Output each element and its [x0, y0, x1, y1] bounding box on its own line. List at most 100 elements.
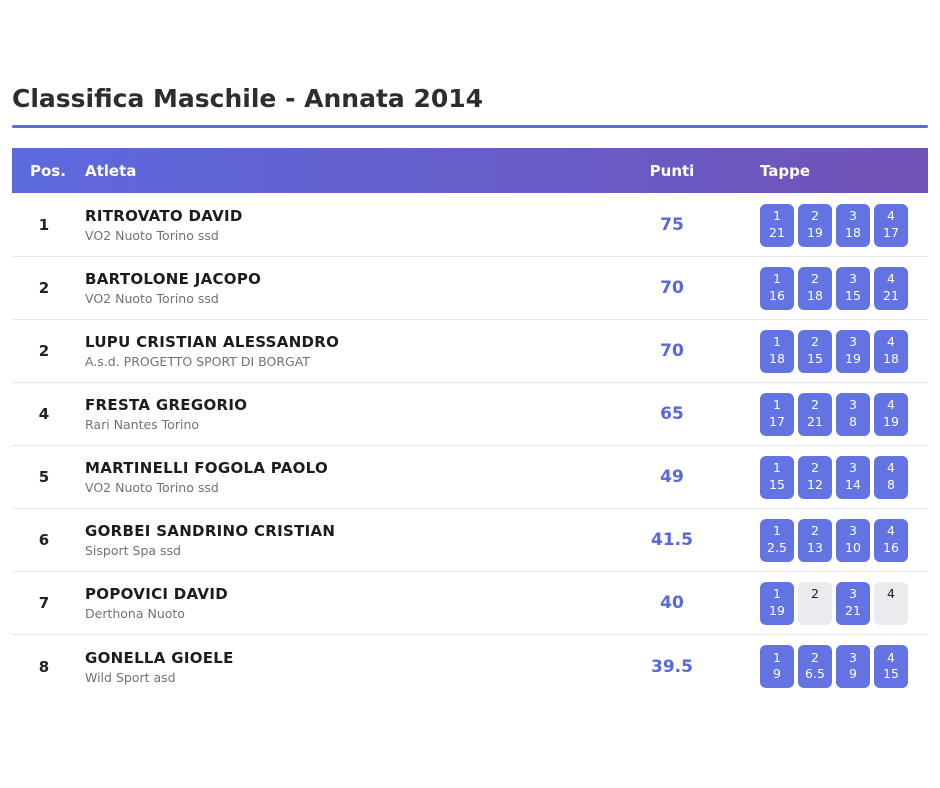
points-value: 75 [660, 215, 684, 235]
stage-points: 9 [773, 666, 781, 682]
athlete-name: GONELLA GIOELE [85, 648, 234, 667]
table-row: 6 GORBEI SANDRINO CRISTIAN Sisport Spa s… [12, 509, 928, 572]
column-header-atleta: Atleta [85, 161, 137, 180]
position-value: 4 [38, 405, 50, 423]
points-value: 40 [660, 593, 684, 613]
stage-badge: 1 18 [760, 329, 794, 373]
stage-badge: 4 [874, 581, 908, 625]
stage-badge: 4 15 [874, 645, 908, 688]
stages-cell: 1 18 2 15 3 19 4 18 [732, 329, 928, 373]
points-value: 41.5 [651, 530, 693, 550]
athlete-name: GORBEI SANDRINO CRISTIAN [85, 522, 336, 540]
athlete-cell: GONELLA GIOELE Wild Sport asd [76, 649, 612, 685]
points-value: 65 [660, 404, 684, 424]
stage-badge: 3 15 [836, 266, 870, 310]
stage-points: 15 [807, 350, 823, 366]
stage-points: 18 [883, 350, 899, 366]
athlete-club: VO2 Nuoto Torino ssd [85, 291, 219, 306]
stage-badge: 1 19 [760, 581, 794, 625]
position-value: 5 [38, 468, 50, 486]
stage-number: 4 [887, 586, 895, 602]
stage-points: 21 [807, 413, 823, 429]
stage-points: 18 [845, 224, 861, 240]
athlete-name: FRESTA GREGORIO [85, 396, 248, 414]
stages-cell: 1 9 2 6.5 3 9 4 15 [732, 645, 928, 688]
stage-points: 8 [849, 413, 857, 429]
athlete-club: Sisport Spa ssd [85, 543, 181, 558]
stage-points: 18 [769, 350, 785, 366]
column-header-pos: Pos. [30, 161, 66, 180]
stage-points: 19 [807, 224, 823, 240]
stage-points: 14 [845, 476, 861, 492]
athlete-cell: POPOVICI DAVID Derthona Nuoto [76, 585, 612, 621]
athlete-name: LUPU CRISTIAN ALESSANDRO [85, 333, 340, 351]
table-header-row: Pos. Atleta Punti Tappe [12, 148, 928, 193]
stage-points: 10 [845, 539, 861, 555]
stage-number: 3 [849, 460, 857, 476]
stages-cell: 1 17 2 21 3 8 4 19 [732, 392, 928, 436]
stage-points: 17 [883, 224, 899, 240]
stages-cell: 1 16 2 18 3 15 4 21 [732, 266, 928, 310]
athlete-club: VO2 Nuoto Torino ssd [85, 228, 219, 243]
stages-cell: 1 21 2 19 3 18 4 17 [732, 203, 928, 247]
stages-cell: 1 15 2 12 3 14 4 8 [732, 455, 928, 499]
points-value: 39.5 [651, 656, 693, 677]
stage-number: 3 [849, 334, 857, 350]
stage-points: 8 [887, 476, 895, 492]
stage-badge: 3 10 [836, 518, 870, 562]
stage-points: 19 [769, 602, 785, 618]
stage-number: 4 [887, 271, 895, 287]
athlete-club: Rari Nantes Torino [85, 417, 200, 432]
position-value: 2 [38, 342, 50, 360]
athlete-club: A.s.d. PROGETTO SPORT DI BORGAT [85, 354, 310, 369]
table-row: 2 BARTOLONE JACOPO VO2 Nuoto Torino ssd … [12, 257, 928, 320]
athlete-cell: LUPU CRISTIAN ALESSANDRO A.s.d. PROGETTO… [76, 333, 612, 369]
stage-badge: 4 21 [874, 266, 908, 310]
stage-number: 3 [849, 586, 857, 602]
athlete-club: Derthona Nuoto [85, 606, 185, 621]
stage-badge: 2 21 [798, 392, 832, 436]
stage-number: 4 [887, 523, 895, 539]
position-value: 2 [38, 279, 50, 297]
stage-number: 4 [887, 649, 895, 665]
stage-badge: 2 19 [798, 203, 832, 247]
stage-number: 1 [773, 649, 781, 665]
athlete-cell: MARTINELLI FOGOLA PAOLO VO2 Nuoto Torino… [76, 459, 612, 495]
stages-cell: 1 2.5 2 13 3 10 4 16 [732, 518, 928, 562]
stage-number: 2 [811, 649, 819, 665]
column-header-punti: Punti [649, 161, 695, 180]
athlete-cell: RITROVATO DAVID VO2 Nuoto Torino ssd [76, 207, 612, 243]
athlete-name: MARTINELLI FOGOLA PAOLO [85, 459, 329, 477]
stage-badge: 4 18 [874, 329, 908, 373]
stage-number: 4 [887, 460, 895, 476]
page-title: Classifica Maschile - Annata 2014 [12, 84, 484, 113]
stage-number: 2 [811, 334, 819, 350]
ranking-table: Pos. Atleta Punti Tappe 1 RITROVATO DAVI… [12, 148, 928, 698]
stage-badge: 4 17 [874, 203, 908, 247]
stage-points: 6.5 [805, 666, 825, 682]
stage-number: 3 [849, 397, 857, 413]
title-underline [12, 125, 928, 128]
stage-badge: 1 21 [760, 203, 794, 247]
table-row: 1 RITROVATO DAVID VO2 Nuoto Torino ssd 7… [12, 194, 928, 257]
table-row: 2 LUPU CRISTIAN ALESSANDRO A.s.d. PROGET… [12, 320, 928, 383]
stage-number: 4 [887, 208, 895, 224]
position-value: 6 [38, 531, 50, 549]
athlete-cell: FRESTA GREGORIO Rari Nantes Torino [76, 396, 612, 432]
stage-badge: 4 19 [874, 392, 908, 436]
stage-badge: 1 9 [760, 645, 794, 688]
stage-badge: 3 8 [836, 392, 870, 436]
stage-points: 17 [769, 413, 785, 429]
stage-points: 21 [883, 287, 899, 303]
stage-number: 1 [773, 586, 781, 602]
stage-number: 3 [849, 649, 857, 665]
stage-points: 15 [845, 287, 861, 303]
stage-number: 2 [811, 271, 819, 287]
athlete-club: Wild Sport asd [85, 669, 176, 685]
stage-points: 12 [807, 476, 823, 492]
stage-points: 9 [849, 666, 857, 682]
points-value: 70 [660, 278, 684, 298]
athlete-name: POPOVICI DAVID [85, 585, 228, 603]
table-row: 7 POPOVICI DAVID Derthona Nuoto 40 1 19 … [12, 572, 928, 635]
position-value: 8 [38, 657, 50, 676]
